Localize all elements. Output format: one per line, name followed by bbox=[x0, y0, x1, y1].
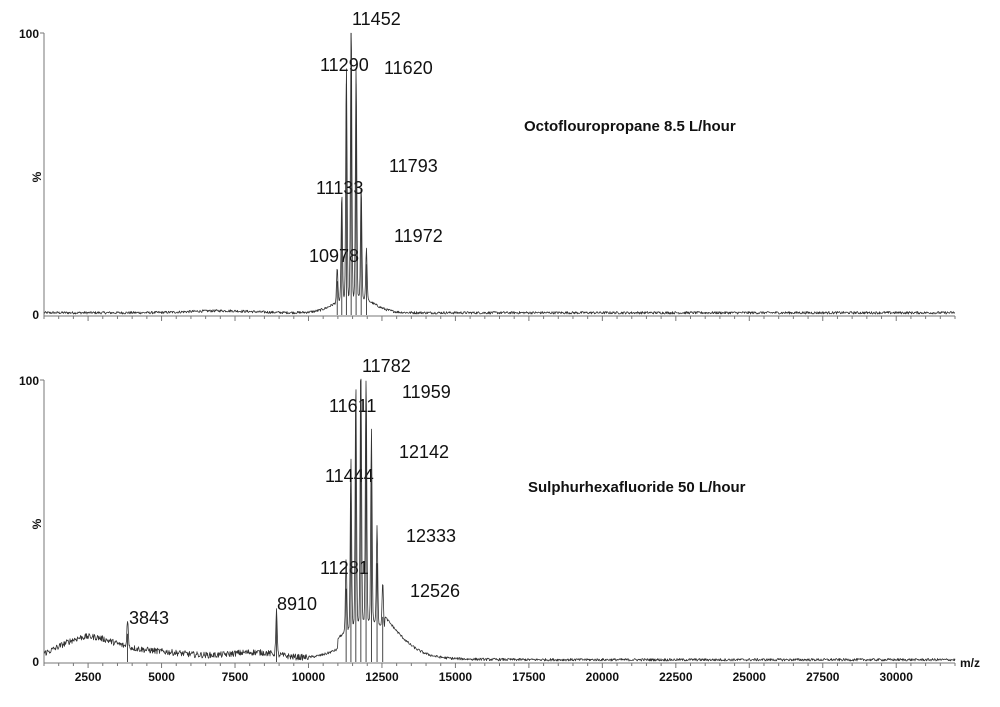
peak-label: 12142 bbox=[399, 442, 449, 462]
peak-label: 11972 bbox=[394, 226, 443, 246]
x-tick-label: 2500 bbox=[75, 670, 102, 684]
x-tick-label: 25000 bbox=[733, 670, 767, 684]
x-tick-label: 12500 bbox=[365, 670, 399, 684]
x-tick-label: 10000 bbox=[292, 670, 326, 684]
y-tick-label: 0 bbox=[32, 308, 39, 322]
peak-label: 12333 bbox=[406, 526, 456, 546]
x-tick-label: 17500 bbox=[512, 670, 546, 684]
peak-label: 11620 bbox=[384, 58, 433, 78]
peak-label: 11444 bbox=[325, 466, 374, 486]
x-axis-label: m/z bbox=[960, 656, 980, 670]
y-axis-label: % bbox=[30, 171, 44, 182]
x-tick-label: 5000 bbox=[148, 670, 175, 684]
y-tick-label: 100 bbox=[19, 374, 39, 388]
x-tick-label: 15000 bbox=[439, 670, 473, 684]
chart-title: Sulphurhexafluoride 50 L/hour bbox=[528, 479, 746, 496]
spectrum-trace bbox=[43, 378, 956, 662]
peak-label: 11793 bbox=[389, 156, 438, 176]
y-axis-label: % bbox=[30, 518, 44, 529]
x-tick-label: 20000 bbox=[586, 670, 620, 684]
peak-label: 11281 bbox=[320, 558, 369, 578]
peak-label: 12526 bbox=[410, 581, 460, 601]
x-tick-label: 7500 bbox=[222, 670, 249, 684]
peak-label: 11452 bbox=[352, 9, 401, 29]
peak-label: 11782 bbox=[362, 356, 411, 376]
x-tick-label: 27500 bbox=[806, 670, 840, 684]
x-tick-label: 30000 bbox=[880, 670, 914, 684]
peak-label: 3843 bbox=[129, 608, 169, 628]
peak-label: 11611 bbox=[329, 396, 376, 416]
peak-label: 11959 bbox=[402, 382, 451, 402]
x-tick-label: 22500 bbox=[659, 670, 693, 684]
chart-title: Octoflouropropane 8.5 L/hour bbox=[524, 118, 736, 135]
y-tick-label: 0 bbox=[32, 655, 39, 669]
peak-label: 8910 bbox=[277, 594, 317, 614]
peak-label: 11290 bbox=[320, 55, 369, 75]
spectrum-trace bbox=[43, 32, 956, 315]
y-tick-label: 100 bbox=[19, 27, 39, 41]
